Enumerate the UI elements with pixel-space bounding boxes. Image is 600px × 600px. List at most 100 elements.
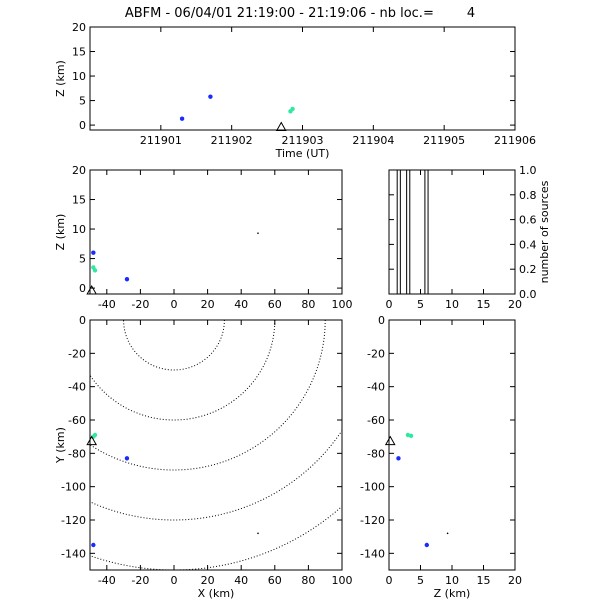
z-y-xtick-label: 10 xyxy=(445,574,459,587)
z-y-xlabel: Z (km) xyxy=(434,587,471,600)
x-y-ylabel: Y (km) xyxy=(54,427,67,464)
z-y-xtick-label: 20 xyxy=(508,574,522,587)
time-height-xtick-label: 211901 xyxy=(140,134,182,147)
x-z-ytick-label: 15 xyxy=(72,194,86,207)
z-y-frame xyxy=(388,319,516,571)
x-z-ylabel: Z (km) xyxy=(54,214,67,251)
z-y-source-point xyxy=(396,456,401,461)
histogram-bar xyxy=(406,170,411,294)
x-y-plot-area xyxy=(90,320,342,570)
z-y-station-marker xyxy=(384,435,396,446)
z-y-ytick-label: -40 xyxy=(367,381,385,394)
x-y-xtick-label: -40 xyxy=(98,574,116,587)
z-y-panel: 0 5 10 15 20 0 -20 -40 -60 -80 -100 -120 -140 Z (km) xyxy=(360,314,522,600)
z-y-source-point xyxy=(446,532,449,535)
z-y-source-point xyxy=(408,433,414,439)
z-y-ytick-label: -120 xyxy=(360,514,385,527)
x-z-station-marker xyxy=(86,285,98,295)
x-z-frame xyxy=(89,169,343,295)
x-y-xlabel: X (km) xyxy=(198,587,235,600)
x-y-xtick-label: -20 xyxy=(131,574,149,587)
figure-title: ABFM - 06/04/01 21:19:00 - 21:19:06 - nb… xyxy=(125,6,475,21)
time-height-panel: 211901 211902 211903 211904 211905 211906 0 5 10… xyxy=(54,21,536,160)
x-z-xtick-label: -20 xyxy=(131,298,149,311)
histogram-ytick-label: 0.8 xyxy=(519,189,537,202)
z-y-ytick-label: -80 xyxy=(367,447,385,460)
time-height-xtick-label: 211903 xyxy=(282,134,324,147)
x-y-ytick-label: -80 xyxy=(68,447,86,460)
time-height-ytick-label: 10 xyxy=(72,70,86,83)
time-height-frame xyxy=(89,26,516,131)
z-y-ytick-label: -100 xyxy=(360,481,385,494)
x-y-ytick-label: -120 xyxy=(61,514,86,527)
time-height-ylabel: Z (km) xyxy=(54,60,67,97)
time-height-ytick-label: 5 xyxy=(79,95,86,108)
x-z-xtick-label: 0 xyxy=(171,298,178,311)
time-height-ytick-label: 0 xyxy=(79,119,86,132)
histogram-ytick-label: 0.2 xyxy=(519,263,537,276)
histogram-ylabel: number of sources xyxy=(538,180,551,283)
x-y-source-point xyxy=(92,432,98,438)
z-y-xtick-label: 15 xyxy=(477,574,491,587)
x-z-ytick-label: 0 xyxy=(79,282,86,295)
x-y-frame xyxy=(89,319,343,571)
time-height-xtick-label: 211902 xyxy=(211,134,253,147)
x-z-xtick-label: 20 xyxy=(201,298,215,311)
x-y-range-contour xyxy=(123,320,225,371)
z-y-xtick-label: 0 xyxy=(386,574,393,587)
x-y-source-point xyxy=(124,456,130,461)
z-y-ytick-label: -20 xyxy=(367,347,385,360)
x-y-xtick-label: 60 xyxy=(268,574,282,587)
z-y-xtick-label: 5 xyxy=(417,574,424,587)
x-z-xtick-label: 60 xyxy=(268,298,282,311)
histogram-ytick-label: 0.0 xyxy=(519,288,537,301)
histogram-ytick-label: 0.4 xyxy=(519,238,537,251)
histogram-bar xyxy=(424,170,429,294)
histogram-xtick-label: 5 xyxy=(417,298,424,311)
x-z-ytick-label: 10 xyxy=(72,223,86,236)
z-y-ytick-label: -60 xyxy=(367,414,385,427)
x-y-xtick-label: 0 xyxy=(171,574,178,587)
histogram-xtick-label: 20 xyxy=(508,298,522,311)
x-z-xtick-label: 80 xyxy=(301,298,315,311)
time-height-plot-area xyxy=(179,94,295,121)
x-y-ytick-label: 0 xyxy=(79,314,86,327)
x-y-source-point xyxy=(91,542,96,548)
x-y-ytick-label: -60 xyxy=(68,414,86,427)
time-height-source-point xyxy=(290,106,295,112)
x-z-xtick-label: -40 xyxy=(98,298,116,311)
z-y-ytick-label: -140 xyxy=(360,547,385,560)
x-z-ytick-label: 5 xyxy=(79,253,86,266)
time-height-station-marker xyxy=(275,121,287,132)
time-height-ytick-label: 15 xyxy=(72,46,86,59)
time-height-ytick-label: 20 xyxy=(72,21,86,34)
x-y-panel: -40 -20 0 20 40 60 80 100 0 -20 -40 -60 -80 -100 -120 -… xyxy=(54,314,353,600)
histogram-plot-area xyxy=(396,170,429,294)
histogram-xtick-label: 15 xyxy=(477,298,491,311)
x-y-ytick-label: -40 xyxy=(68,381,86,394)
x-z-ytick-label: 20 xyxy=(72,164,86,177)
x-y-xtick-label: 40 xyxy=(234,574,248,587)
x-z-source-point xyxy=(124,277,130,282)
time-height-xtick-label: 211904 xyxy=(352,134,394,147)
x-z-source-point xyxy=(92,268,98,273)
z-y-plot-area xyxy=(396,432,449,548)
x-z-xtick-label: 40 xyxy=(234,298,248,311)
x-z-source-point xyxy=(257,232,259,234)
time-height-xtick-label: 211905 xyxy=(423,134,465,147)
histogram-ytick-label: 1.0 xyxy=(519,164,537,177)
x-z-xtick-label: 100 xyxy=(332,298,353,311)
time-height-xlabel: Time (UT) xyxy=(275,147,330,160)
x-z-plot-area xyxy=(91,232,259,282)
x-z-source-point xyxy=(91,250,96,255)
x-y-ytick-label: -20 xyxy=(68,347,86,360)
histogram-frame xyxy=(388,169,516,295)
histogram-xtick-label: 0 xyxy=(386,298,393,311)
x-y-xtick-label: 80 xyxy=(301,574,315,587)
histogram-xtick-label: 10 xyxy=(445,298,459,311)
x-y-ytick-label: -140 xyxy=(61,547,86,560)
time-height-xtick-label: 211906 xyxy=(494,134,536,147)
histogram-ytick-label: 0.6 xyxy=(519,214,537,227)
